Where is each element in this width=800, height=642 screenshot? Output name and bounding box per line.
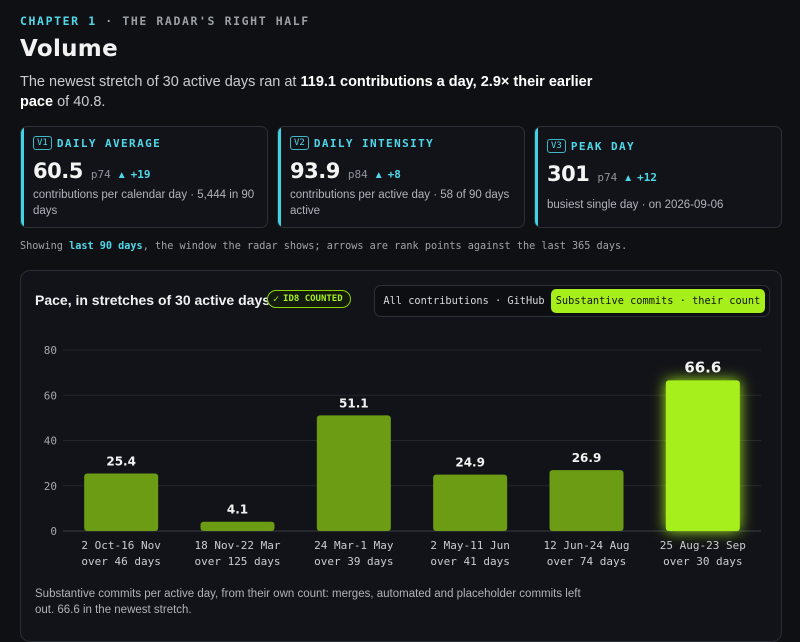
bar: [200, 521, 275, 531]
bar-value-label: 26.9: [572, 451, 602, 465]
card-label: DAILY AVERAGE: [56, 136, 162, 150]
x-duration-label: over 39 days: [314, 555, 393, 568]
x-category-label: 24 Mar-1 May: [314, 539, 394, 552]
y-tick-label: 40: [44, 435, 57, 448]
bar-value-label: 51.1: [339, 396, 369, 410]
pace-chart-panel: Pace, in stretches of 30 active days ✓ I…: [20, 270, 782, 642]
x-category-label: 2 Oct-16 Nov: [81, 539, 161, 552]
bar-value-label: 24.9: [455, 456, 485, 470]
bar-highlighted: [665, 380, 740, 531]
lede-highlight-rate: 119.1 contributions a day: [300, 74, 473, 90]
chart-caption: Substantive commits per active day, from…: [35, 588, 581, 616]
chapter-title: THE RADAR'S RIGHT HALF: [122, 14, 310, 28]
toggle-substantive-commits[interactable]: Substantive commits · their count: [551, 289, 765, 313]
card-description: contributions per calendar day · 5,444 i…: [33, 189, 255, 217]
note-text: Showing: [20, 241, 70, 252]
bar-value-label: 25.4: [106, 455, 136, 469]
metric-cards: V1 DAILY AVERAGE 60.5 p74 ▲ +19 contribu…: [20, 126, 782, 228]
bar: [316, 415, 391, 531]
chart-title: Pace, in stretches of 30 active days: [35, 292, 271, 308]
page-title: Volume: [20, 36, 118, 62]
arrow-up-icon: ▲: [623, 173, 634, 184]
bar: [549, 470, 624, 531]
lede-comma: ,: [472, 74, 481, 90]
card-percentile: p74: [597, 171, 618, 184]
note-text-end: , the window the radar shows; arrows are…: [142, 241, 628, 252]
card-percentile: p84: [347, 168, 368, 181]
card-description: busiest single day · on 2026-09-06: [547, 199, 724, 211]
y-tick-label: 20: [44, 480, 57, 493]
toggle-all-contributions[interactable]: All contributions · GitHub: [383, 295, 545, 307]
chapter-separator: ·: [105, 14, 114, 28]
x-category-label: 2 May-11 Jun: [430, 539, 509, 552]
y-tick-label: 60: [44, 389, 57, 402]
lede-paragraph: The newest stretch of 30 active days ran…: [20, 72, 620, 112]
card-label: PEAK DAY: [570, 139, 636, 153]
card-delta: +12: [637, 171, 657, 184]
card-label: DAILY INTENSITY: [313, 136, 435, 150]
lede-text-end: of 40.8.: [53, 94, 106, 110]
y-tick-label: 0: [50, 525, 57, 538]
badge-label: ID8 COUNTED: [283, 294, 343, 304]
x-category-label: 18 Nov-22 Mar: [194, 539, 280, 552]
bar: [84, 473, 159, 531]
chapter-number: CHAPTER 1: [20, 14, 97, 28]
x-duration-label: over 74 days: [547, 555, 626, 568]
card-value: 93.9: [290, 159, 340, 183]
card-description: contributions per active day · 58 of 90 …: [290, 189, 510, 217]
source-toggle: All contributions · GitHub Substantive c…: [374, 285, 770, 317]
arrow-up-icon: ▲: [116, 170, 127, 181]
x-duration-label: over 41 days: [430, 555, 509, 568]
x-category-label: 25 Aug-23 Sep: [660, 539, 746, 552]
card-value: 301: [547, 162, 590, 186]
card-delta: +8: [387, 168, 401, 181]
bar-value-label: 4.1: [227, 503, 248, 517]
x-duration-label: over 125 days: [194, 555, 280, 568]
x-category-label: 12 Jun-24 Aug: [543, 539, 629, 552]
x-duration-label: over 30 days: [663, 555, 742, 568]
card-tag: V3: [547, 139, 566, 153]
lede-text: The newest stretch of 30 active days ran…: [20, 74, 301, 90]
y-tick-label: 80: [44, 344, 57, 357]
card-percentile: p74: [90, 168, 111, 181]
metric-card-peak-day: V3 PEAK DAY 301 p74 ▲ +12 busiest single…: [534, 126, 782, 228]
bar-chart: 0 20 40 60 80 25.4 2 Oct-16 Nov over 46 days 4.1…: [44, 344, 761, 568]
counted-badge: ✓ ID8 COUNTED: [267, 290, 351, 308]
bar-value-label: 66.6: [684, 358, 721, 376]
x-duration-label: over 46 days: [81, 555, 160, 568]
lede-highlight-pace: 2.9× their earlier pace: [20, 74, 593, 110]
window-note: Showing last 90 days, the window the rad…: [20, 241, 780, 252]
note-window-highlight: last 90 days: [69, 241, 143, 252]
arrow-up-icon: ▲: [373, 170, 384, 181]
card-value: 60.5: [33, 159, 83, 183]
card-delta: +19: [130, 168, 151, 181]
bar: [433, 474, 508, 531]
metric-card-daily-intensity: V2 DAILY INTENSITY 93.9 p84 ▲ +8 contrib…: [277, 126, 525, 228]
chapter-heading: CHAPTER 1 · THE RADAR'S RIGHT HALF: [20, 14, 310, 28]
card-tag: V2: [290, 136, 309, 150]
check-icon: ✓: [273, 293, 280, 305]
card-tag: V1: [33, 136, 52, 150]
metric-card-daily-average: V1 DAILY AVERAGE 60.5 p74 ▲ +19 contribu…: [20, 126, 268, 228]
